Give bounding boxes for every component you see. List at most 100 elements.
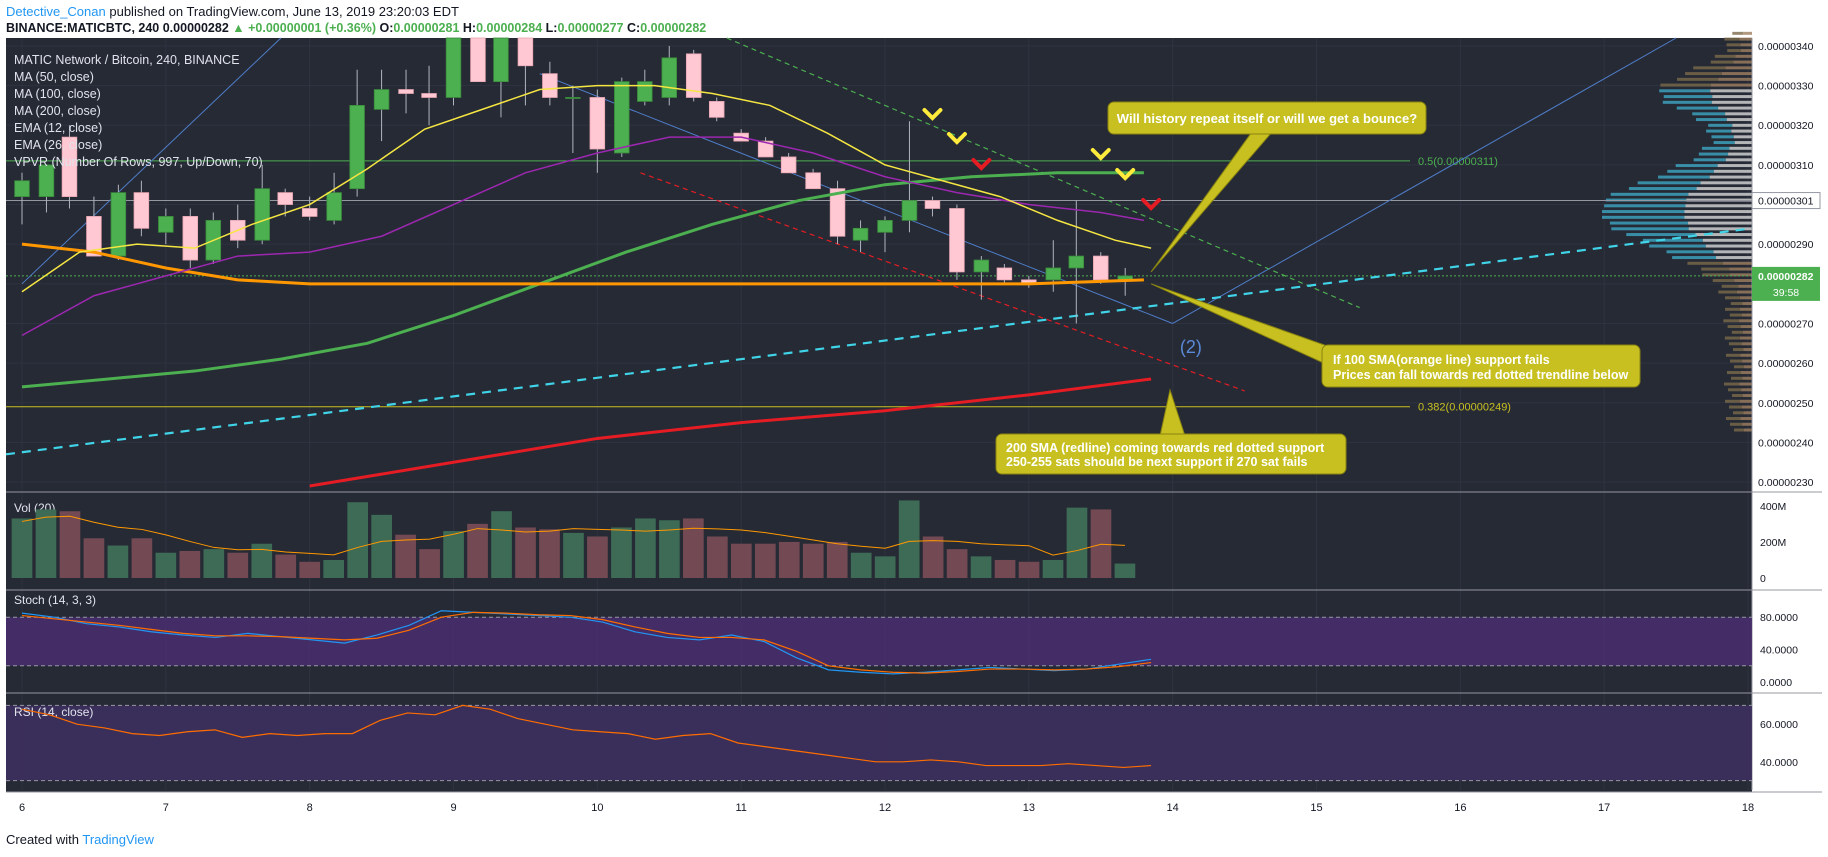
vpvr-bar-up [1714, 54, 1736, 58]
callout-text: Will history repeat itself or will we ge… [1117, 111, 1417, 126]
vpvr-bar-up [1698, 152, 1729, 156]
vpvr-bar-up [1702, 273, 1730, 277]
ma-green-line [21, 171, 1144, 389]
current-price-label: 0.00000282 [1758, 271, 1814, 283]
vpvr-bar-up [1727, 49, 1741, 53]
vpvr-bar-down [1709, 175, 1752, 179]
vpvr-bar-down [1700, 181, 1752, 185]
vpvr-bar-up [1725, 399, 1740, 403]
candle [757, 140, 774, 158]
vpvr-bar-down [1729, 273, 1752, 277]
vpvr-bar-down [1712, 95, 1752, 99]
vpvr-bar-down [1742, 313, 1752, 317]
callout-text: Prices can fall towards red dotted trend… [1333, 368, 1628, 382]
vpvr-bar-down [1688, 221, 1752, 225]
vpvr-bar-up [1676, 106, 1719, 110]
vpvr-bar-down [1743, 348, 1752, 352]
vpvr-bar-up [1628, 187, 1697, 191]
candle [589, 97, 606, 150]
candle [852, 227, 869, 241]
legend-item: MA (100, close) [14, 87, 101, 101]
volume-bar [1018, 561, 1040, 578]
volume-bar [1042, 559, 1064, 578]
ma-yellow-line [21, 84, 1152, 293]
volume-bar [107, 545, 129, 578]
stoch-k-line [21, 610, 1152, 675]
author-link[interactable]: Detective_Conan [6, 4, 106, 19]
volume-bar [611, 527, 632, 578]
volume-bar [683, 518, 704, 578]
price-tick: 0.00000230 [1758, 477, 1814, 489]
candle [924, 200, 941, 209]
vpvr-bar-up [1667, 169, 1714, 173]
vpvr-bar-down [1743, 394, 1752, 398]
tradingview-logo[interactable]: TradingView [82, 832, 154, 847]
volume-bar [35, 509, 57, 578]
price-tick: 0.00000330 [1758, 81, 1814, 93]
open-value: 0.00000281 [393, 21, 460, 35]
volume-bar [587, 536, 608, 578]
stoch-label: Stoch (14, 3, 3) [14, 593, 96, 607]
vpvr-bar-up [1732, 348, 1744, 352]
vpvr-bar-down [1742, 422, 1752, 426]
rsi-tick: 40.0000 [1760, 757, 1798, 769]
vpvr-bar-down [1688, 192, 1752, 196]
indicator-legend: MATIC Network / Bitcoin, 240, BINANCE MA … [14, 53, 263, 169]
ma-orange-line [21, 242, 1144, 286]
vpvr-bar-up [1718, 290, 1737, 294]
rsi-band [6, 705, 1752, 781]
time-tick: 8 [307, 802, 313, 814]
time-tick: 18 [1742, 802, 1754, 814]
channel-line [21, 37, 282, 285]
callout-bubble [1321, 344, 1641, 388]
candle [254, 188, 270, 241]
price-tick: 0.00000310 [1758, 160, 1814, 172]
vpvr-bar-down [1739, 399, 1752, 403]
low-label: L: [545, 21, 558, 35]
publish-header: Detective_Conan published on TradingView… [6, 4, 459, 19]
vpvr-bar-down [1710, 89, 1752, 93]
vpvr-bar-down [1739, 307, 1752, 311]
vpvr-bar-up [1706, 129, 1732, 133]
vpvr-bar-down [1710, 83, 1752, 87]
vpvr-bar-up [1729, 359, 1743, 363]
vpvr-bar-up [1724, 296, 1740, 300]
time-axis[interactable]: 6 7 8 9 10 11 12 13 14 15 16 17 18 [6, 793, 1822, 817]
price-tick: 0.00000290 [1758, 239, 1814, 251]
volume-bar [635, 518, 656, 578]
volume-bar [898, 500, 920, 578]
time-tick: 6 [19, 802, 25, 814]
vpvr-bar-down [1736, 290, 1752, 294]
rsi-label: RSI (14, close) [14, 705, 93, 719]
candle [1093, 255, 1109, 281]
vpvr-bar-up [1642, 238, 1703, 242]
arrow-down-icon [1141, 198, 1162, 211]
fib-label: 0.382(0.00000249) [1418, 402, 1511, 414]
vpvr-bar-down [1739, 37, 1752, 41]
candle [685, 53, 702, 98]
volume-bar [155, 552, 177, 578]
volume-bar [323, 559, 345, 578]
volume-bar [443, 531, 464, 578]
vpvr-bar-down [1742, 330, 1752, 334]
candle [349, 105, 365, 190]
volume-bar [347, 502, 369, 578]
vpvr-bar-up [1693, 66, 1726, 70]
vpvr-bar-down [1688, 227, 1752, 231]
candle [805, 172, 821, 190]
vpvr-bar-down [1741, 325, 1752, 329]
vpvr-bar-up [1637, 181, 1701, 185]
callout-text: 200 SMA (redline) coming towards red dot… [1006, 441, 1325, 455]
candle [565, 97, 581, 99]
price-tick: 0.00000340 [1758, 41, 1814, 53]
price-tick: 0.00000320 [1758, 120, 1814, 132]
vpvr-bar-up [1649, 244, 1706, 248]
candle [1045, 267, 1062, 281]
callout-text: 250-255 sats should be next support if 2… [1006, 455, 1308, 469]
low-value: 0.00000277 [557, 21, 624, 35]
candle [158, 216, 174, 233]
vpvr-bar-down [1718, 106, 1752, 110]
time-tick: 11 [735, 802, 746, 814]
vpvr-bar-up [1662, 100, 1712, 104]
